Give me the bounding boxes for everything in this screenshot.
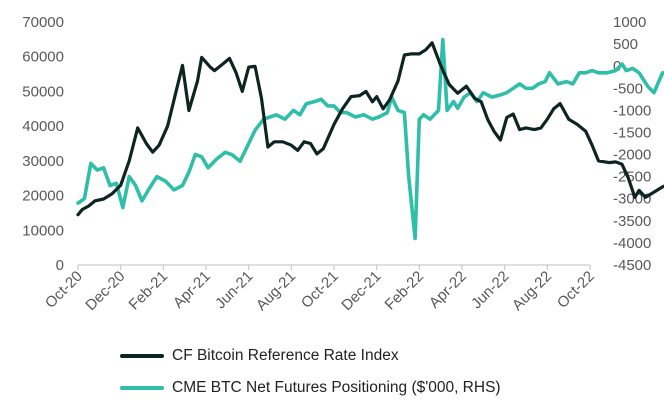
left-tick-label: 50000 (22, 83, 64, 100)
left-tick-label: 10000 (22, 222, 64, 239)
legend-label-cf-index: CF Bitcoin Reference Rate Index (172, 347, 399, 364)
right-tick-label: 500 (613, 36, 638, 53)
left-tick-label: 60000 (22, 49, 64, 66)
legend-item-cme-positioning: CME BTC Net Futures Positioning ($'000, … (120, 372, 501, 404)
legend: CF Bitcoin Reference Rate Index CME BTC … (120, 340, 501, 404)
x-tick-label: Dec-20 (82, 268, 128, 314)
series-line-cme-positioning (76, 37, 664, 241)
left-tick-label: 20000 (22, 188, 64, 205)
x-tick-label: Dec-21 (338, 268, 384, 314)
x-tick-label: Jun-22 (468, 268, 512, 312)
series-line-cf-index (76, 41, 664, 217)
left-tick-label: 0 (56, 257, 64, 274)
legend-swatch-cf-index (120, 354, 164, 358)
x-tick-label: Apr-22 (426, 268, 470, 312)
right-tick-label: -1500 (613, 124, 651, 141)
x-axis-ticks: Oct-20Dec-20Feb-21Apr-21Jun-21Aug-21Oct-… (42, 265, 598, 314)
left-axis-ticks: 0 10000 20000 30000 40000 50000 60000 70000 (22, 14, 64, 274)
right-tick-label: -4000 (613, 235, 651, 252)
left-tick-label: 30000 (22, 153, 64, 170)
right-tick-label: -500 (613, 80, 643, 97)
x-tick-label: Apr-21 (170, 268, 214, 312)
right-tick-label: -2000 (613, 147, 651, 164)
x-tick-label: Oct-21 (298, 268, 342, 312)
x-tick-label: Aug-21 (253, 268, 299, 314)
x-tick-label: Oct-22 (554, 268, 598, 312)
x-tick-label: Jun-21 (212, 268, 256, 312)
left-tick-label: 70000 (22, 14, 64, 31)
x-tick-label: Oct-20 (42, 268, 86, 312)
right-tick-label: -1000 (613, 102, 651, 119)
right-tick-label: -3500 (613, 213, 651, 230)
legend-item-cf-index: CF Bitcoin Reference Rate Index (120, 340, 501, 372)
right-axis-ticks: 10005000-500-1000-1500-2000-2500-3000-35… (613, 14, 651, 274)
right-tick-label: -4500 (613, 257, 651, 274)
left-tick-label: 40000 (22, 118, 64, 135)
right-tick-label: -2500 (613, 169, 651, 186)
x-tick-label: Feb-22 (382, 268, 428, 314)
legend-swatch-cme-positioning (120, 386, 164, 390)
x-tick-label: Aug-22 (509, 268, 555, 314)
series-group (76, 37, 664, 241)
right-tick-label: 1000 (613, 14, 646, 31)
x-tick-label: Feb-21 (126, 268, 172, 314)
legend-label-cme-positioning: CME BTC Net Futures Positioning ($'000, … (172, 379, 501, 396)
